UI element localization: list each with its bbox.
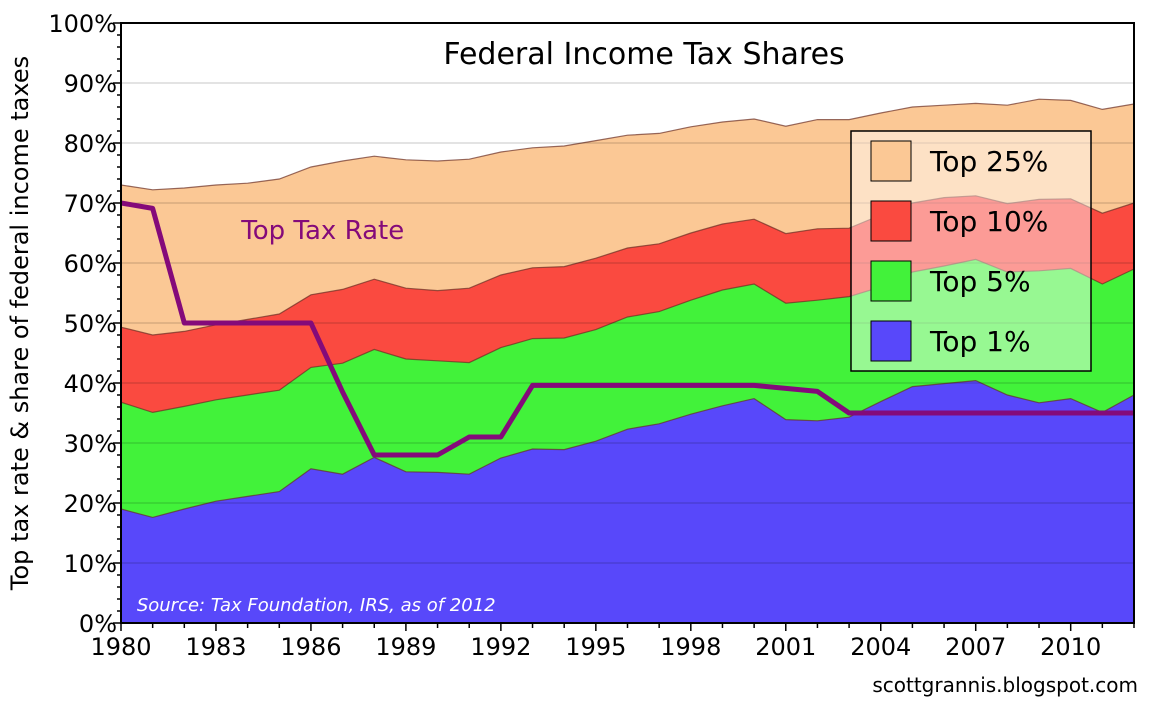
xtick-label: 1992 bbox=[470, 633, 531, 661]
boundary-top-25pct bbox=[121, 98, 1134, 191]
xtick-label: 2007 bbox=[945, 633, 1006, 661]
legend-swatch-top-10pct bbox=[870, 200, 912, 242]
legend-swatch-top-25pct bbox=[870, 140, 912, 182]
ytick-label: 80% bbox=[64, 130, 117, 158]
annotations: Top Tax Rate Source: Tax Foundation, IRS,… bbox=[137, 216, 496, 616]
legend-swatch-top-1pct bbox=[870, 320, 912, 362]
xtick-label: 1986 bbox=[280, 633, 341, 661]
y-tick-labels: 0% 10% 20% 30% 40% 50% 60% 70% 80% 90% 100% bbox=[48, 10, 117, 638]
xtick-label: 1989 bbox=[375, 633, 436, 661]
source-annotation: Source: Tax Foundation, IRS, as of 2012 bbox=[137, 595, 496, 616]
legend: Top 25% Top 10% Top 5% Top 1% bbox=[850, 130, 1092, 372]
xtick-label: 1998 bbox=[660, 633, 721, 661]
boundary-top-10pct bbox=[121, 195, 1134, 336]
top-tax-rate-layer bbox=[121, 200, 1134, 458]
ytick-label: 70% bbox=[64, 190, 117, 218]
legend-swatch-top-5pct bbox=[870, 260, 912, 302]
y-axis-label: Top tax rate & share of federal income t… bbox=[6, 56, 34, 591]
legend-label-top-5pct: Top 5% bbox=[929, 265, 1031, 298]
ytick-label: 50% bbox=[64, 310, 117, 338]
plot-frame bbox=[120, 22, 1135, 624]
xtick-label: 2010 bbox=[1040, 633, 1101, 661]
x-tick-labels: 1980 1983 1986 1989 1992 1995 1998 2001 2004 2007… bbox=[90, 633, 1101, 661]
credit-text: scottgrannis.blogspot.com bbox=[872, 673, 1138, 697]
xtick-label: 1983 bbox=[185, 633, 246, 661]
ytick-label: 90% bbox=[64, 70, 117, 98]
boundary-top-1pct bbox=[121, 379, 1134, 519]
ytick-label: 30% bbox=[64, 430, 117, 458]
ytick-label: 100% bbox=[48, 10, 117, 38]
xtick-label: 1995 bbox=[565, 633, 626, 661]
ytick-label: 0% bbox=[79, 610, 117, 638]
area-top-1pct bbox=[121, 380, 1134, 623]
xtick-label: 2001 bbox=[755, 633, 816, 661]
ytick-label: 10% bbox=[64, 550, 117, 578]
top-tax-rate-label: Top Tax Rate bbox=[240, 216, 404, 246]
chart-title: Federal Income Tax Shares bbox=[443, 37, 844, 72]
ytick-label: 20% bbox=[64, 490, 117, 518]
legend-label-top-1pct: Top 1% bbox=[929, 325, 1031, 358]
ytick-label: 60% bbox=[64, 250, 117, 278]
boundary-top-5pct bbox=[121, 258, 1134, 414]
legend-label-top-25pct: Top 25% bbox=[929, 145, 1048, 178]
top-tax-rate-line bbox=[121, 200, 1134, 458]
ytick-label: 40% bbox=[64, 370, 117, 398]
xtick-label: 1980 bbox=[90, 633, 151, 661]
xtick-label: 2004 bbox=[850, 633, 911, 661]
legend-label-top-10pct: Top 10% bbox=[929, 205, 1048, 238]
